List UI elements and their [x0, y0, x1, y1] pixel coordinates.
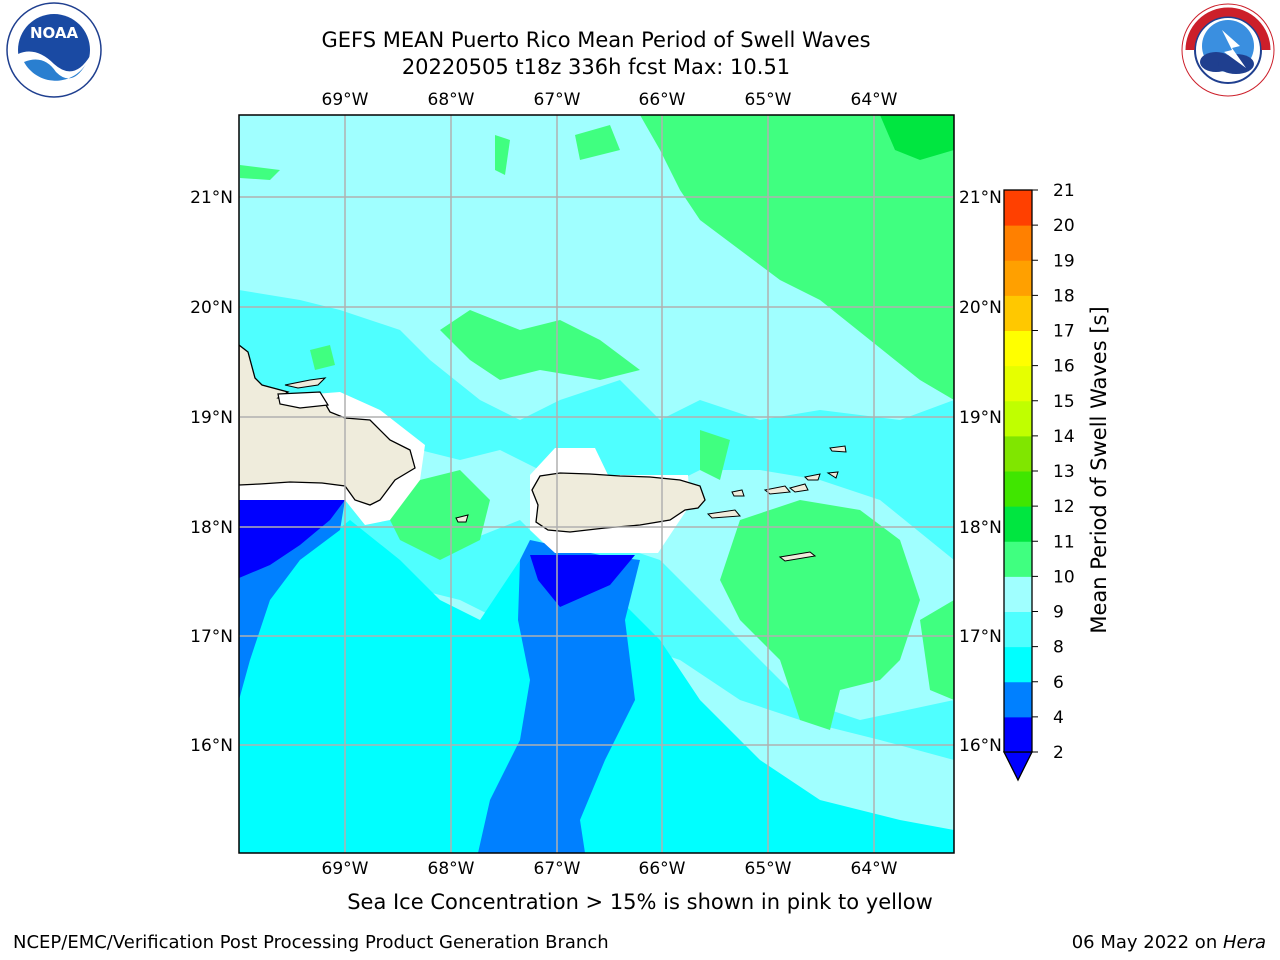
lat-tick-left: 18°N: [190, 518, 233, 538]
colorbar-segment: [1004, 225, 1032, 261]
lon-tick-top: 68°W: [428, 90, 475, 110]
lon-tick-bottom: 67°W: [534, 859, 581, 879]
colorbar-tick-label: 17: [1053, 322, 1075, 342]
colorbar: 2 4 6 8 9 10 11 12 13 14 15 16 17 18 19 20 21: [1002, 181, 1075, 782]
lon-tick-top: 65°W: [745, 90, 792, 110]
colorbar-tick-label: 20: [1053, 216, 1075, 236]
colorbar-segment: [1004, 506, 1032, 542]
lat-tick-left: 17°N: [190, 627, 233, 647]
lat-tick-right: 21°N: [959, 188, 1002, 208]
colorbar-tick-label: 6: [1053, 673, 1064, 693]
colorbar-tick-label: 10: [1053, 567, 1075, 587]
footer-organization: NCEP/EMC/Verification Post Processing Pr…: [13, 932, 609, 953]
lat-tick-right: 19°N: [959, 408, 1002, 428]
lon-tick-bottom: 68°W: [428, 859, 475, 879]
colorbar-tick-label: 16: [1053, 357, 1075, 377]
lon-tick-top: 66°W: [639, 90, 686, 110]
lat-tick-left: 21°N: [190, 188, 233, 208]
colorbar-segment: [1004, 646, 1032, 683]
colorbar-segment: [1004, 330, 1032, 367]
colorbar-tick-label: 8: [1053, 638, 1064, 658]
contour-fill: [239, 115, 954, 853]
colorbar-tick-label: 18: [1053, 286, 1075, 306]
colorbar-segment: [1004, 400, 1032, 437]
lon-tick-top: 64°W: [851, 90, 898, 110]
lon-tick-bottom: 69°W: [322, 859, 369, 879]
colorbar-segment: [1004, 576, 1032, 612]
lat-tick-left: 16°N: [190, 736, 233, 756]
chart-title: GEFS MEAN Puerto Rico Mean Period of Swe…: [321, 28, 871, 52]
noaa-logo: NOAA: [6, 2, 102, 98]
colorbar-tick-label: 15: [1053, 392, 1075, 412]
lat-tick-left: 19°N: [190, 408, 233, 428]
lon-tick-bottom: 65°W: [745, 859, 792, 879]
lat-tick-right: 17°N: [959, 627, 1002, 647]
lon-tick-top: 67°W: [534, 90, 581, 110]
footer-host: Hera: [1222, 932, 1266, 953]
colorbar-tick-label: 21: [1053, 181, 1075, 201]
footer-date-text: 06 May 2022 on: [1071, 932, 1223, 953]
map-caption: Sea Ice Concentration > 15% is shown in …: [347, 890, 933, 914]
colorbar-segment: [1004, 260, 1032, 296]
lat-tick-right: 18°N: [959, 518, 1002, 538]
colorbar-segment: [1004, 541, 1032, 577]
lat-tick-left: 20°N: [190, 298, 233, 318]
national-weather-service-logo: [1181, 3, 1275, 97]
colorbar-segment: [1004, 611, 1032, 648]
colorbar-tick-label: 14: [1053, 427, 1075, 447]
lon-tick-bottom: 66°W: [639, 859, 686, 879]
colorbar-segment: [1004, 190, 1032, 226]
graticule: [239, 115, 954, 853]
lat-tick-right: 20°N: [959, 298, 1002, 318]
colorbar-tick-label: 12: [1053, 497, 1075, 517]
colorbar-tick-label: 9: [1053, 603, 1064, 623]
lon-tick-bottom: 64°W: [851, 859, 898, 879]
colorbar-tick-label: 2: [1053, 743, 1064, 763]
colorbar-tick-label: 13: [1053, 462, 1075, 482]
chart-subtitle: 20220505 t18z 336h fcst Max: 10.51: [401, 55, 791, 79]
lon-tick-top: 69°W: [322, 90, 369, 110]
colorbar-segment: [1004, 365, 1032, 402]
colorbar-segment: [1004, 716, 1032, 753]
colorbar-segment: [1004, 471, 1032, 507]
colorbar-segment: [1004, 681, 1032, 718]
noaa-logo-text: NOAA: [30, 24, 79, 42]
colorbar-segment: [1004, 435, 1032, 472]
colorbar-label: Mean Period of Swell Waves [s]: [1087, 306, 1111, 633]
footer-date: 06 May 2022 on Hera: [1072, 932, 1266, 953]
swell-period-map: 69°W 68°W 67°W 66°W 65°W 64°W 69°W 68°W …: [190, 90, 1111, 879]
map-frame: [238, 114, 955, 854]
colorbar-tick-label: 19: [1053, 251, 1075, 271]
colorbar-segment: [1004, 295, 1032, 331]
lat-tick-right: 16°N: [959, 736, 1002, 756]
colorbar-under-arrow: [1002, 751, 1034, 782]
colorbar-tick-label: 11: [1053, 532, 1075, 552]
colorbar-tick-label: 4: [1053, 708, 1064, 728]
